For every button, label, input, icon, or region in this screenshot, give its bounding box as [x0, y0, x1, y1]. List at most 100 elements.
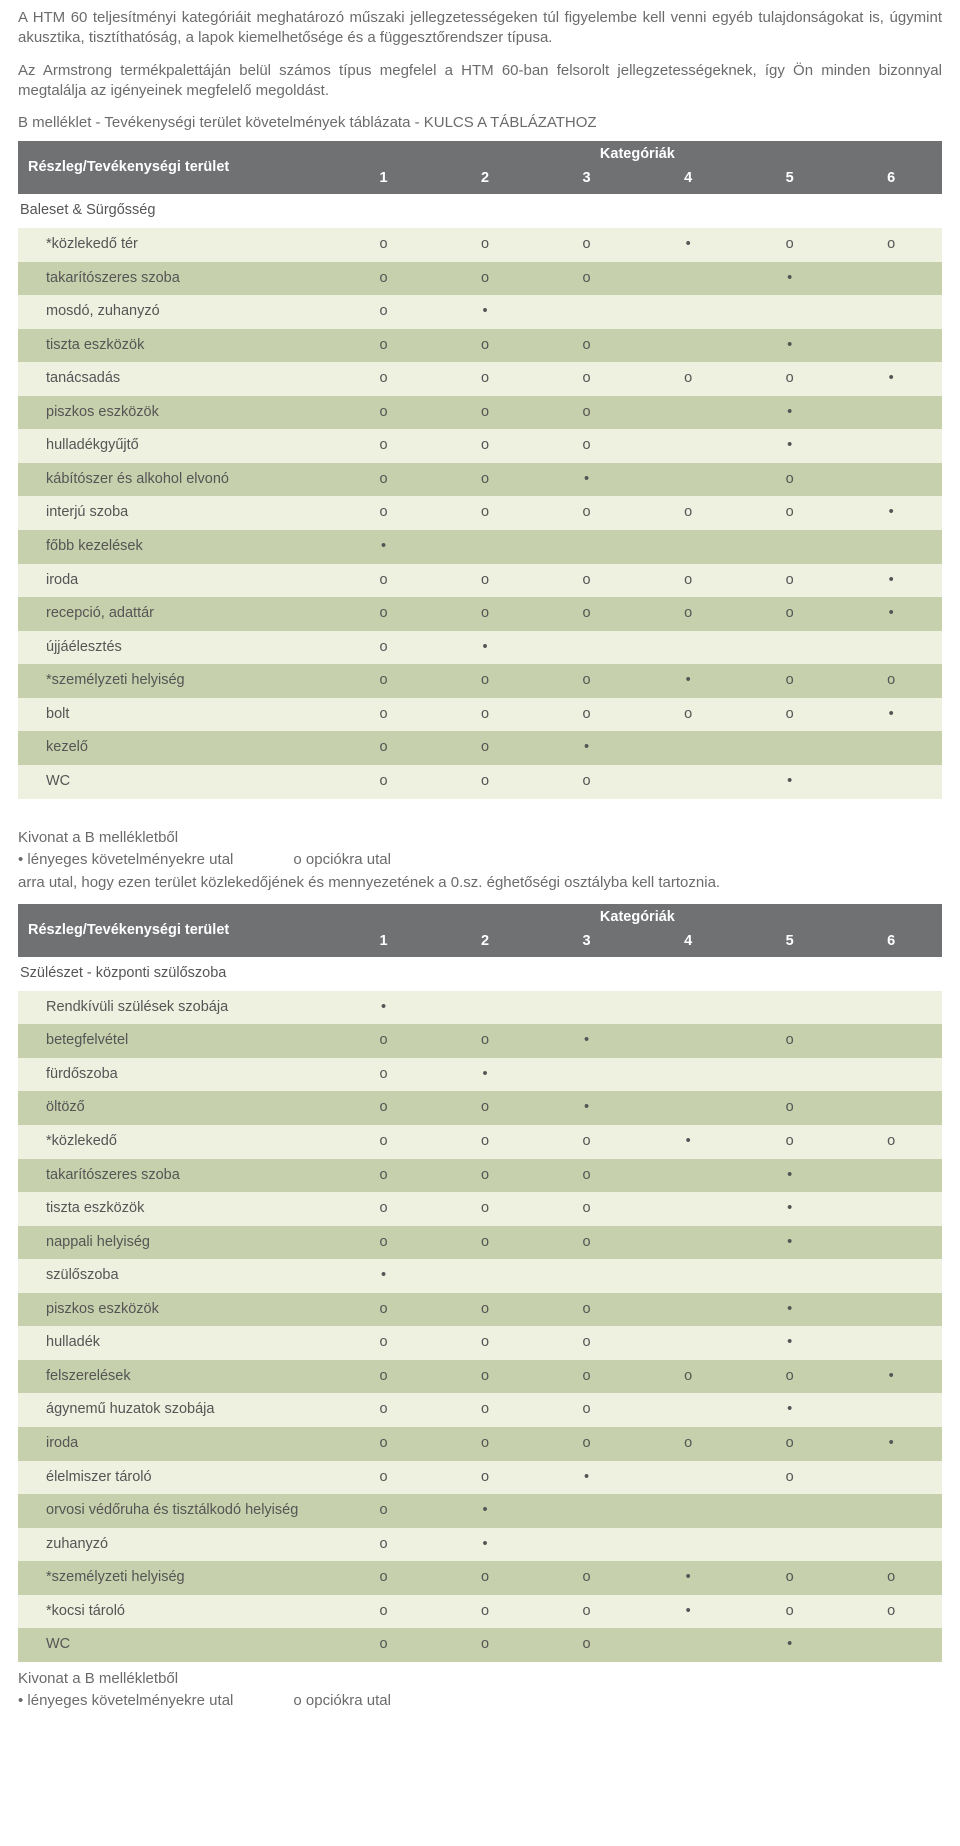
header-col-5: 5 [739, 930, 841, 958]
cell-c6 [840, 262, 942, 296]
cell-c6 [840, 1528, 942, 1562]
cell-c5: o [739, 1125, 841, 1159]
cell-c5 [739, 530, 841, 564]
cell-c2 [434, 991, 536, 1025]
cell-c1: o [333, 631, 435, 665]
cell-c4 [637, 1226, 739, 1260]
row-label: hulladék [18, 1326, 333, 1360]
cell-c5 [739, 631, 841, 665]
cell-c1: o [333, 597, 435, 631]
cell-c5: o [739, 362, 841, 396]
table-row: takarítószeres szobaooo• [18, 1159, 942, 1193]
table-row: fürdőszobao• [18, 1058, 942, 1092]
cell-c4: • [637, 1561, 739, 1595]
row-label: mosdó, zuhanyzó [18, 295, 333, 329]
row-label: piszkos eszközök [18, 1293, 333, 1327]
row-label: újjáélesztés [18, 631, 333, 665]
cell-c2: o [434, 1326, 536, 1360]
cell-c3: • [536, 1461, 638, 1495]
cell-c2: o [434, 1393, 536, 1427]
table-1-container: Részleg/Tevékenységi területKategóriák12… [18, 141, 942, 798]
cell-c3: o [536, 329, 638, 363]
cell-c2: • [434, 1528, 536, 1562]
row-label: iroda [18, 1427, 333, 1461]
intro-paragraph-2: Az Armstrong termékpalettáján belül szám… [18, 61, 942, 102]
cell-c1: o [333, 1494, 435, 1528]
cell-c5: o [739, 1461, 841, 1495]
cell-c5 [739, 1058, 841, 1092]
cell-c6 [840, 1226, 942, 1260]
cell-c2: o [434, 1628, 536, 1662]
cell-c6: • [840, 1360, 942, 1394]
table-row: tiszta eszközökooo• [18, 329, 942, 363]
cell-c6 [840, 1058, 942, 1092]
cell-c4: • [637, 1125, 739, 1159]
cell-c6 [840, 991, 942, 1025]
legend-2-line2: • lényeges követelményekre utalo opciókr… [18, 1690, 942, 1713]
cell-c3: o [536, 496, 638, 530]
table-row: nappali helyiségooo• [18, 1226, 942, 1260]
appendix-title: B melléklet - Tevékenységi terület követ… [18, 113, 942, 133]
intro-paragraph-1: A HTM 60 teljesítményi kategóriáit megha… [18, 8, 942, 49]
header-col-3: 3 [536, 167, 638, 195]
cell-c4 [637, 1461, 739, 1495]
cell-c4 [637, 1159, 739, 1193]
cell-c3: o [536, 1628, 638, 1662]
cell-c3: o [536, 698, 638, 732]
cell-c6 [840, 1628, 942, 1662]
cell-c6: • [840, 698, 942, 732]
cell-c5 [739, 1259, 841, 1293]
header-col-1: 1 [333, 167, 435, 195]
cell-c3: • [536, 463, 638, 497]
table-row: *kocsi tárolóooo•oo [18, 1595, 942, 1629]
cell-c6 [840, 1461, 942, 1495]
cell-c1: o [333, 1293, 435, 1327]
cell-c5 [739, 295, 841, 329]
row-label: takarítószeres szoba [18, 1159, 333, 1193]
cell-c1: o [333, 1159, 435, 1193]
category-table-1: Részleg/Tevékenységi területKategóriák12… [18, 141, 942, 798]
cell-c2: o [434, 1595, 536, 1629]
table-row: újjáélesztéso• [18, 631, 942, 665]
cell-c4: o [637, 698, 739, 732]
cell-c1: • [333, 1259, 435, 1293]
row-label: zuhanyzó [18, 1528, 333, 1562]
row-label: orvosi védőruha és tisztálkodó helyiség [18, 1494, 333, 1528]
cell-c4 [637, 1293, 739, 1327]
header-col-5: 5 [739, 167, 841, 195]
cell-c6: • [840, 496, 942, 530]
cell-c6 [840, 1393, 942, 1427]
cell-c4 [637, 1628, 739, 1662]
cell-c5: • [739, 396, 841, 430]
header-categories: Kategóriák [333, 904, 942, 930]
cell-c1: o [333, 1125, 435, 1159]
cell-c1: • [333, 991, 435, 1025]
table-row: orvosi védőruha és tisztálkodó helyiségo… [18, 1494, 942, 1528]
header-categories: Kategóriák [333, 141, 942, 167]
row-label: betegfelvétel [18, 1024, 333, 1058]
cell-c3: o [536, 597, 638, 631]
table-row: piszkos eszközökooo• [18, 396, 942, 430]
cell-c2: o [434, 1192, 536, 1226]
cell-c3: o [536, 1595, 638, 1629]
cell-c6: o [840, 228, 942, 262]
cell-c6 [840, 731, 942, 765]
cell-c2: • [434, 295, 536, 329]
row-label: szülőszoba [18, 1259, 333, 1293]
cell-c2 [434, 1259, 536, 1293]
cell-c1: o [333, 228, 435, 262]
header-side: Részleg/Tevékenységi terület [18, 904, 333, 957]
cell-c2: o [434, 1427, 536, 1461]
cell-c4 [637, 1192, 739, 1226]
cell-c1: o [333, 429, 435, 463]
cell-c3: o [536, 664, 638, 698]
cell-c5: o [739, 228, 841, 262]
cell-c1: o [333, 1393, 435, 1427]
cell-c5: • [739, 1159, 841, 1193]
cell-c3: o [536, 765, 638, 799]
cell-c6: • [840, 564, 942, 598]
cell-c6: o [840, 664, 942, 698]
header-col-2: 2 [434, 930, 536, 958]
table-row: ágynemű huzatok szobájaooo• [18, 1393, 942, 1427]
cell-c5: o [739, 1024, 841, 1058]
